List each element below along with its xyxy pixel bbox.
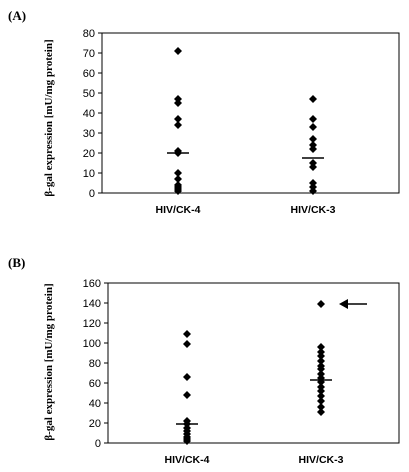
data-point — [309, 95, 317, 103]
y-tick-label: 80 — [89, 358, 101, 370]
data-point — [183, 373, 191, 381]
y-tick-label: 20 — [83, 148, 95, 160]
panel-label: (A) — [8, 8, 26, 23]
y-tick-label: 100 — [83, 338, 101, 350]
plot-frame — [101, 32, 400, 194]
x-category-label: HIV/CK-4 — [156, 204, 201, 216]
x-category-label: HIV/CK-3 — [291, 204, 336, 216]
chart-panel-a: (A) 0 10 20 30 40 50 60 70 80 β-gal expression [mU… — [8, 8, 400, 216]
y-tick-label: 160 — [83, 278, 101, 290]
y-tick-label: 0 — [95, 438, 101, 450]
y-tick-label: 30 — [83, 128, 95, 140]
data-point — [309, 163, 317, 171]
data-point — [317, 403, 325, 411]
plot-frame — [107, 282, 400, 444]
data-point — [317, 300, 325, 308]
data-point — [183, 391, 191, 399]
panel-label: (B) — [8, 255, 25, 270]
data-point — [174, 169, 182, 177]
data-point — [317, 392, 325, 400]
y-tick-label: 0 — [89, 188, 95, 200]
y-tick-label: 50 — [83, 88, 95, 100]
y-tick-label: 70 — [83, 48, 95, 60]
data-point — [174, 121, 182, 129]
data-point — [309, 135, 317, 143]
y-tick-label: 40 — [89, 398, 101, 410]
data-point — [317, 343, 325, 351]
data-point — [309, 145, 317, 153]
data-point — [309, 187, 317, 195]
chart-panel-b: (B) 0 20 40 60 80 100 120 140 160 β-gal expression… — [8, 255, 400, 466]
data-point — [174, 115, 182, 123]
data-point — [183, 330, 191, 338]
data-point — [317, 397, 325, 405]
y-tick-label: 80 — [83, 28, 95, 40]
data-point — [174, 175, 182, 183]
x-category-label: HIV/CK-3 — [299, 454, 344, 466]
y-tick-label: 60 — [83, 68, 95, 80]
y-tick-label: 20 — [89, 418, 101, 430]
data-point — [174, 99, 182, 107]
data-point — [317, 365, 325, 373]
y-tick-label: 10 — [83, 168, 95, 180]
y-tick-label: 60 — [89, 378, 101, 390]
y-tick-label: 140 — [83, 298, 101, 310]
y-axis-label: β-gal expression [mU/mg protein] — [43, 283, 55, 440]
y-tick-label: 120 — [83, 318, 101, 330]
y-axis-label: β-gal expression [mU/mg protein] — [43, 39, 55, 196]
data-point — [317, 387, 325, 395]
data-point — [309, 123, 317, 131]
data-point — [317, 357, 325, 365]
annotation-arrow-head — [339, 299, 348, 309]
x-category-label: HIV/CK-4 — [165, 454, 210, 466]
data-point — [317, 352, 325, 360]
data-point — [309, 115, 317, 123]
data-point — [174, 47, 182, 55]
y-tick-label: 40 — [83, 108, 95, 120]
data-point — [317, 408, 325, 416]
data-point — [174, 187, 182, 195]
data-point — [183, 340, 191, 348]
data-point — [183, 437, 191, 445]
